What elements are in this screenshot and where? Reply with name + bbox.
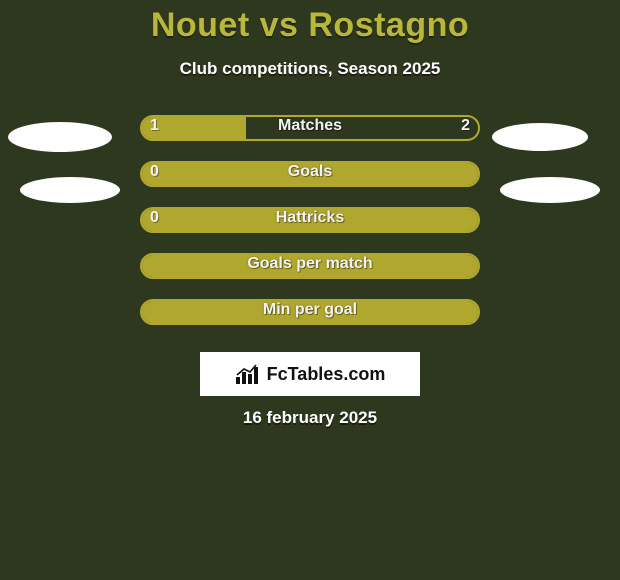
bar-fill-left [142, 301, 478, 323]
row-goals-per-match: Goals per match [0, 253, 620, 299]
bars-icon [235, 363, 261, 385]
avatar-right-1 [492, 123, 588, 151]
bar-fill-left [142, 117, 246, 139]
page-title: Nouet vs Rostagno [0, 0, 620, 45]
bar-track [140, 299, 480, 325]
logo-text: FcTables.com [267, 364, 386, 385]
avatar-right-2 [500, 177, 600, 203]
avatar-left-2 [20, 177, 120, 203]
bar-track [140, 115, 480, 141]
bar-fill-left [142, 163, 478, 185]
page-subtitle: Club competitions, Season 2025 [0, 59, 620, 79]
bar-track [140, 161, 480, 187]
bar-fill-left [142, 209, 478, 231]
bar-track [140, 253, 480, 279]
avatar-left-1 [8, 122, 112, 152]
row-min-per-goal: Min per goal [0, 299, 620, 345]
logo-card[interactable]: FcTables.com [200, 352, 420, 396]
bar-track [140, 207, 480, 233]
date-text: 16 february 2025 [0, 408, 620, 428]
bar-fill-left [142, 255, 478, 277]
row-hattricks: 0 Hattricks [0, 207, 620, 253]
